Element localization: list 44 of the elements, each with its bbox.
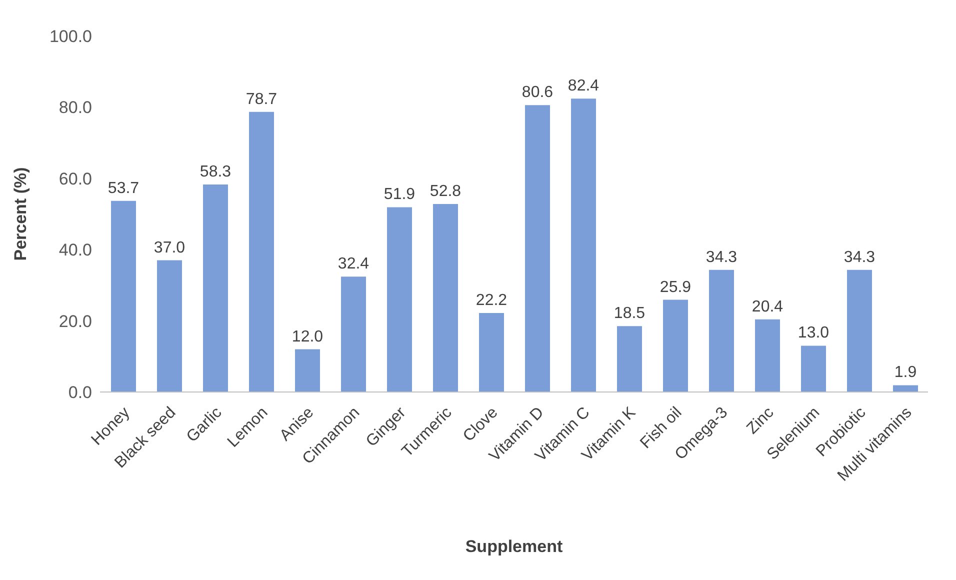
bar bbox=[571, 98, 596, 392]
y-axis-title: Percent (%) bbox=[11, 167, 30, 261]
bar bbox=[341, 276, 366, 392]
data-label: 53.7 bbox=[108, 180, 140, 197]
data-label: 25.9 bbox=[660, 278, 692, 296]
data-label: 22.2 bbox=[476, 292, 508, 309]
data-label: 51.9 bbox=[384, 186, 416, 204]
bar bbox=[249, 112, 274, 392]
y-tick-label: 20.0 bbox=[58, 312, 92, 331]
bar bbox=[387, 207, 412, 392]
bar bbox=[801, 346, 826, 392]
bar bbox=[709, 270, 734, 392]
y-tick-label: 40.0 bbox=[58, 240, 92, 260]
y-tick-label: 100.0 bbox=[49, 27, 92, 46]
bar bbox=[295, 349, 320, 392]
data-label: 58.3 bbox=[200, 163, 232, 180]
data-label: 52.8 bbox=[430, 183, 462, 200]
bar bbox=[433, 204, 458, 392]
bar bbox=[663, 300, 688, 392]
bar bbox=[755, 319, 780, 392]
y-tick-label: 80.0 bbox=[58, 98, 92, 118]
data-label: 78.7 bbox=[246, 90, 278, 108]
data-label: 34.3 bbox=[844, 248, 876, 266]
data-label: 80.6 bbox=[522, 84, 554, 102]
bar bbox=[617, 326, 642, 392]
data-label: 32.4 bbox=[338, 256, 370, 273]
data-label: 12.0 bbox=[292, 328, 324, 346]
bar bbox=[157, 260, 182, 392]
bar bbox=[525, 105, 550, 392]
data-label: 82.4 bbox=[568, 78, 600, 95]
bar bbox=[479, 312, 504, 392]
data-label: 34.3 bbox=[706, 248, 738, 266]
bar bbox=[111, 200, 136, 392]
data-label: 18.5 bbox=[614, 305, 646, 322]
y-tick-label: 0.0 bbox=[68, 383, 92, 402]
bar bbox=[203, 184, 228, 392]
x-axis-title: Supplement bbox=[465, 537, 563, 556]
data-label: 13.0 bbox=[798, 324, 830, 342]
bar bbox=[847, 270, 872, 392]
data-label: 1.9 bbox=[894, 364, 917, 382]
y-tick-label: 60.0 bbox=[58, 169, 92, 188]
data-label: 37.0 bbox=[154, 239, 186, 256]
bar bbox=[893, 385, 918, 392]
data-label: 20.4 bbox=[752, 298, 784, 316]
